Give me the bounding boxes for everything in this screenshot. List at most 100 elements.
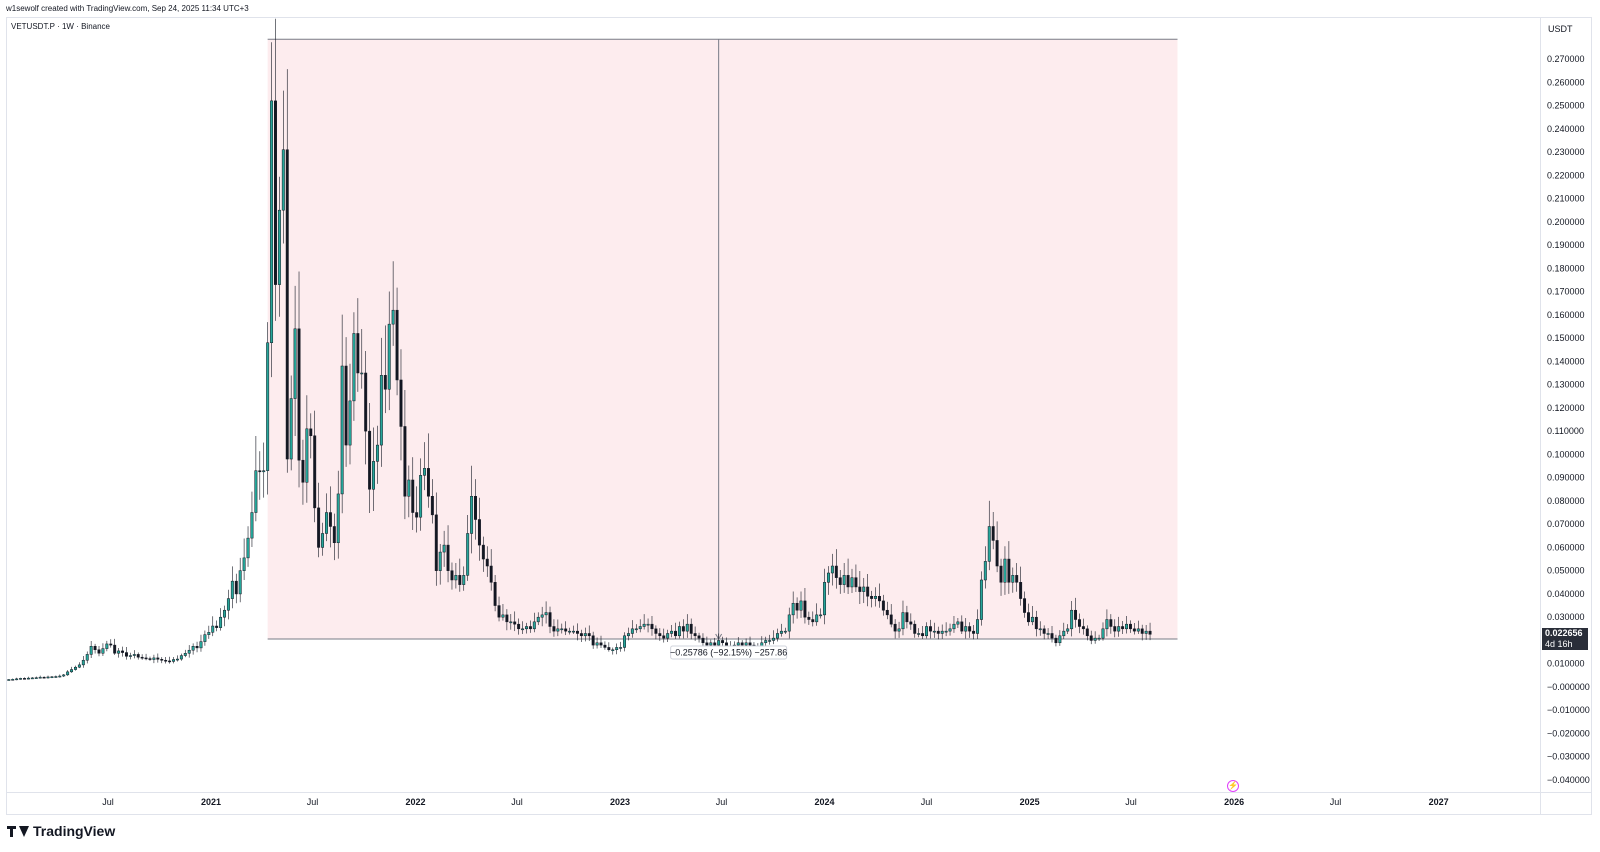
candle-body (1038, 628, 1042, 631)
candle-up (791, 591, 795, 624)
candle-body (736, 642, 740, 646)
time-tick-label: Jul (921, 797, 933, 807)
lightning-icon[interactable]: ⚡ (1227, 780, 1239, 792)
candle-body (858, 586, 862, 592)
candle-up (819, 608, 823, 619)
candle-body (976, 619, 979, 634)
candle-down (866, 573, 870, 607)
candle-up (783, 627, 787, 634)
candle-up (501, 604, 505, 621)
candle-body (579, 633, 583, 637)
candle-down (599, 635, 603, 649)
candle-body (489, 565, 493, 583)
time-tick-label: Jul (102, 797, 114, 807)
time-tick-label: Jul (1125, 797, 1137, 807)
candle-body (481, 544, 485, 560)
candle-body (1125, 623, 1128, 630)
candle-body (148, 658, 152, 660)
candle-up (630, 620, 634, 638)
candle-down (109, 639, 113, 648)
candle-up (179, 653, 183, 661)
tradingview-branding: TradingView (7, 823, 115, 839)
candle-body (619, 647, 623, 649)
candle-body (1097, 637, 1101, 640)
candle-up (387, 291, 391, 411)
candle-body (411, 479, 415, 513)
candle-body (1085, 628, 1089, 637)
candle-body (615, 647, 619, 651)
candle-down (552, 619, 556, 637)
candle-body (274, 100, 277, 285)
candle-body (38, 676, 42, 679)
candle-up (776, 628, 779, 642)
candle-body (901, 612, 905, 630)
time-tick-label: Jul (716, 797, 728, 807)
candle-up (352, 312, 356, 421)
candle-body (124, 652, 128, 657)
price-tick-label: 0.230000 (1547, 147, 1585, 157)
candle-body (23, 678, 26, 680)
candle-down (893, 619, 897, 639)
candle-down (650, 616, 654, 636)
candle-down (148, 656, 152, 661)
candle-body (317, 507, 321, 548)
measure-range (267, 38, 1178, 640)
candle-down (411, 457, 415, 530)
candle-body (987, 526, 991, 562)
candle-body (968, 626, 972, 632)
candle-body (1140, 628, 1144, 634)
candle-up (438, 543, 442, 585)
candle-body (403, 426, 407, 497)
symbol-legend[interactable]: VETUSDT.P · 1W · Binance (11, 22, 110, 31)
candle-down (426, 433, 430, 508)
candle-body (795, 602, 799, 611)
candle-body (1105, 619, 1109, 630)
candle-down (513, 611, 517, 632)
candle-up (874, 587, 877, 607)
candle-down (885, 601, 889, 620)
candle-body (15, 678, 19, 681)
candle-down (928, 619, 932, 639)
candle-up (1117, 616, 1121, 637)
candle-body (1070, 609, 1074, 630)
candle-body (768, 640, 772, 642)
candle-body (191, 646, 195, 651)
candle-body (313, 435, 317, 509)
candle-down (693, 626, 697, 641)
candle-body (266, 342, 270, 471)
candle-body (948, 628, 952, 632)
candle-body (203, 634, 207, 642)
candle-down (399, 349, 403, 461)
candle-up (509, 614, 513, 630)
candle-down (136, 652, 140, 660)
candle-down (701, 633, 705, 647)
candle-down (999, 558, 1003, 596)
candle-down (215, 620, 219, 632)
candle-body (74, 666, 77, 670)
candle-body (1011, 575, 1015, 583)
candle-body (132, 654, 136, 656)
candle-body (783, 630, 787, 633)
price-tick-label: 0.250000 (1547, 101, 1585, 111)
candle-up (454, 563, 458, 589)
candle-body (776, 633, 779, 639)
candle-body (340, 365, 344, 495)
candle-down (803, 588, 807, 624)
candle-up (242, 538, 246, 580)
candle-up (779, 623, 783, 637)
candle-down (564, 621, 568, 636)
candle-down (164, 657, 168, 664)
candle-down (160, 657, 164, 664)
candle-body (932, 630, 936, 633)
candle-down (995, 521, 999, 573)
candle-up (940, 624, 944, 639)
candle-body (630, 628, 634, 634)
candle-up (207, 625, 211, 639)
candle-body (85, 654, 89, 661)
candle-body (105, 643, 109, 649)
candle-body (1046, 633, 1050, 635)
candle-down (587, 625, 591, 641)
currency-label: USDT (1548, 24, 1573, 34)
candle-body (811, 619, 815, 623)
